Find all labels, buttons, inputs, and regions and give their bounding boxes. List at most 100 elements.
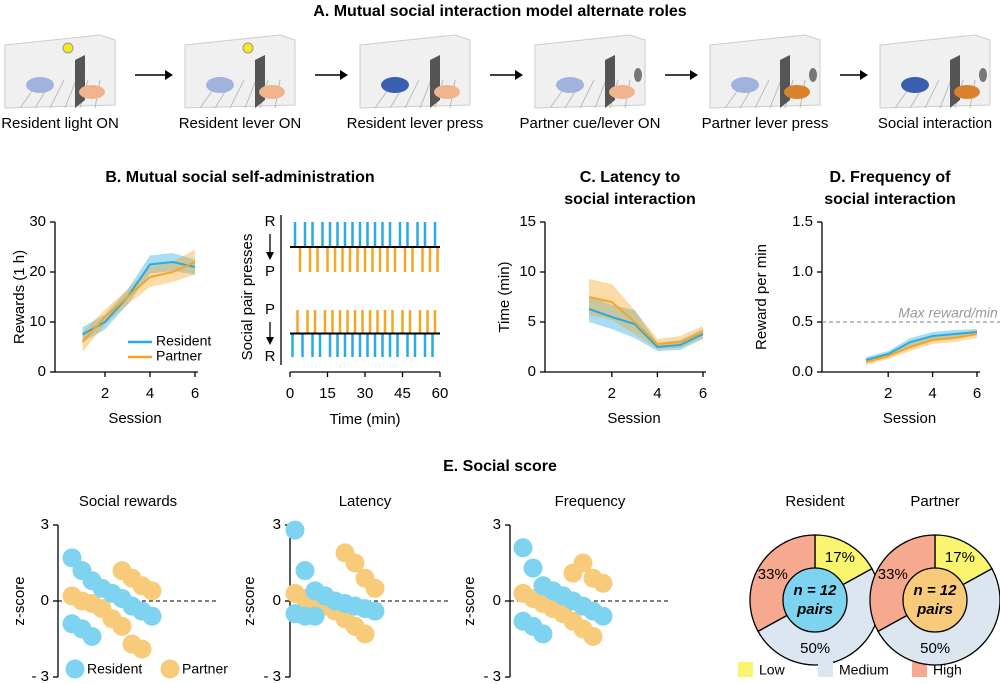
x-tick-label: 45 [394, 385, 411, 402]
y-tick-label: 0 [528, 363, 536, 380]
x-axis-label: Session [883, 410, 936, 427]
slice-label: 33% [758, 566, 788, 583]
step-label: Resident lever press [347, 115, 484, 132]
y-axis-label: z-score [461, 576, 478, 625]
y-tick-label: 10 [29, 313, 46, 330]
x-tick-label: 6 [191, 385, 199, 402]
x-tick-label: 4 [928, 385, 936, 402]
y-tick-label: 3 [273, 516, 281, 533]
point [533, 624, 553, 644]
cage-floor [244, 79, 257, 109]
y-axis-label: z-score [11, 576, 28, 625]
point [305, 606, 325, 626]
y-tick-label: 0 [38, 363, 46, 380]
cue [809, 68, 817, 82]
resident-rat [26, 77, 54, 93]
error-band [589, 296, 703, 351]
series-line [865, 333, 978, 363]
chart-title: Resident [785, 493, 845, 510]
chart-title: social interaction [564, 191, 696, 208]
legend-label: Resident [156, 333, 211, 349]
cage-floor [229, 79, 245, 109]
error-band [82, 249, 195, 352]
point [285, 520, 305, 540]
series-line [865, 331, 978, 361]
point [112, 616, 132, 636]
y-tick-label: 10 [519, 263, 536, 280]
divider [430, 55, 440, 108]
resident-rat [381, 77, 409, 93]
chart-title: Social rewards [79, 493, 177, 510]
legend-label: High [933, 662, 962, 678]
y-tick-label: 0.0 [792, 363, 813, 380]
arrow-head [690, 70, 698, 80]
series-line [82, 260, 196, 336]
role-label: R [265, 348, 276, 365]
cage-floor [594, 79, 607, 109]
y-tick-label: 3 [41, 516, 49, 533]
partner-rat [784, 85, 810, 99]
y-axis-label: z-score [241, 576, 258, 625]
point [523, 558, 543, 578]
arrow-head [340, 70, 348, 80]
cage-floor [924, 79, 940, 109]
divider [605, 55, 615, 108]
y-tick-label: 30 [29, 213, 46, 230]
pie-center [782, 567, 848, 633]
role-label: R [265, 213, 276, 230]
role-label: P [265, 301, 275, 318]
cage-floor [579, 79, 595, 109]
cue [979, 68, 987, 82]
y-axis-label: Social pair presses [239, 234, 256, 361]
resident-rat [556, 77, 584, 93]
center-label: n = 12 [914, 582, 958, 599]
point [593, 606, 613, 626]
arrow-head [165, 70, 173, 80]
error-band [82, 253, 195, 342]
y-tick-label: - 3 [263, 668, 281, 684]
point [142, 581, 162, 601]
point [593, 573, 613, 593]
resident-rat [731, 77, 759, 93]
x-axis-label: Session [108, 410, 161, 427]
resident-rat [206, 77, 234, 93]
legend-label: Medium [839, 662, 889, 678]
x-tick-label: 6 [699, 385, 707, 402]
y-tick-label: 1.0 [792, 263, 813, 280]
legend-swatch [738, 662, 753, 677]
step-label: Social interaction [878, 115, 992, 132]
x-tick-label: 15 [319, 385, 336, 402]
slice-label: 50% [800, 640, 830, 657]
y-axis-label: Time (min) [496, 261, 513, 332]
x-axis-label: Time (min) [329, 411, 400, 428]
panel-e-title: E. Social score [443, 458, 557, 475]
slice-label: 17% [825, 549, 855, 566]
legend-label: Resident [87, 661, 142, 677]
light [62, 42, 74, 54]
slice-label: 50% [920, 640, 950, 657]
point [355, 624, 375, 644]
y-tick-label: 0 [41, 592, 49, 609]
cage-floor [419, 79, 432, 109]
cage-floor [754, 79, 770, 109]
step-label: Resident lever ON [179, 115, 302, 132]
y-tick-label: 3 [493, 516, 501, 533]
center-label: pairs [916, 601, 953, 618]
light [242, 42, 254, 54]
cage-floor [64, 79, 77, 109]
slice-label: 33% [878, 566, 908, 583]
legend-label: Partner [182, 661, 228, 677]
divider [255, 55, 265, 108]
partner-rat [609, 85, 635, 99]
x-tick-label: 2 [608, 385, 616, 402]
cue [634, 68, 642, 82]
x-tick-label: 2 [884, 385, 892, 402]
cage-floor [49, 79, 65, 109]
chart-title: Partner [910, 493, 959, 510]
cage-floor [939, 79, 952, 109]
cage-floor [769, 79, 782, 109]
divider [75, 55, 85, 108]
legend-label: Low [759, 662, 786, 678]
chart-title: Frequency [555, 493, 626, 510]
